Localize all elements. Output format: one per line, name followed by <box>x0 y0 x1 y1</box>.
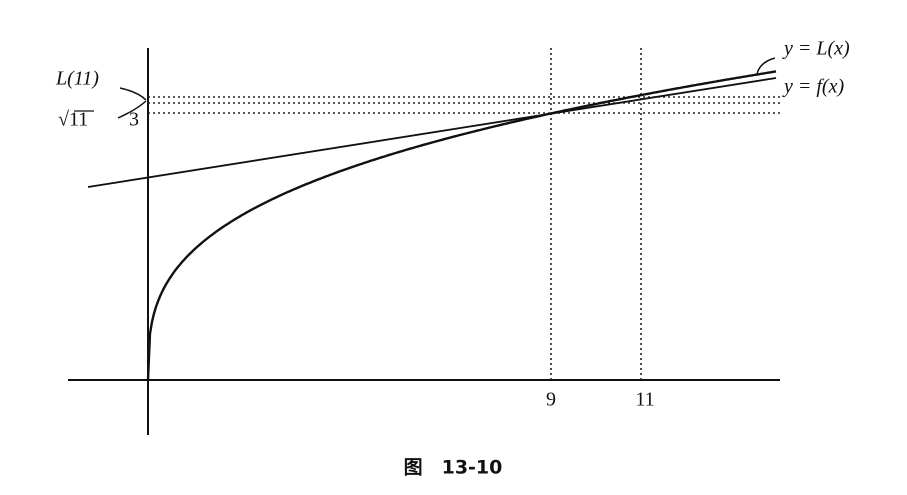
label-l11: L(11) <box>55 68 99 90</box>
caption: 图 13-10 <box>404 457 503 479</box>
label-sqrt11: √11 <box>58 109 88 131</box>
label-three: 3 <box>129 109 139 131</box>
label-curve: y = f(x) <box>782 76 844 98</box>
label-line: y = L(x) <box>782 38 850 60</box>
label-nine: 9 <box>546 389 556 411</box>
pointer-line <box>756 57 776 75</box>
pointer-left <box>117 87 147 119</box>
label-eleven: 11 <box>635 389 654 411</box>
tangent-line <box>87 77 777 188</box>
sqrt-curve <box>146 70 777 381</box>
